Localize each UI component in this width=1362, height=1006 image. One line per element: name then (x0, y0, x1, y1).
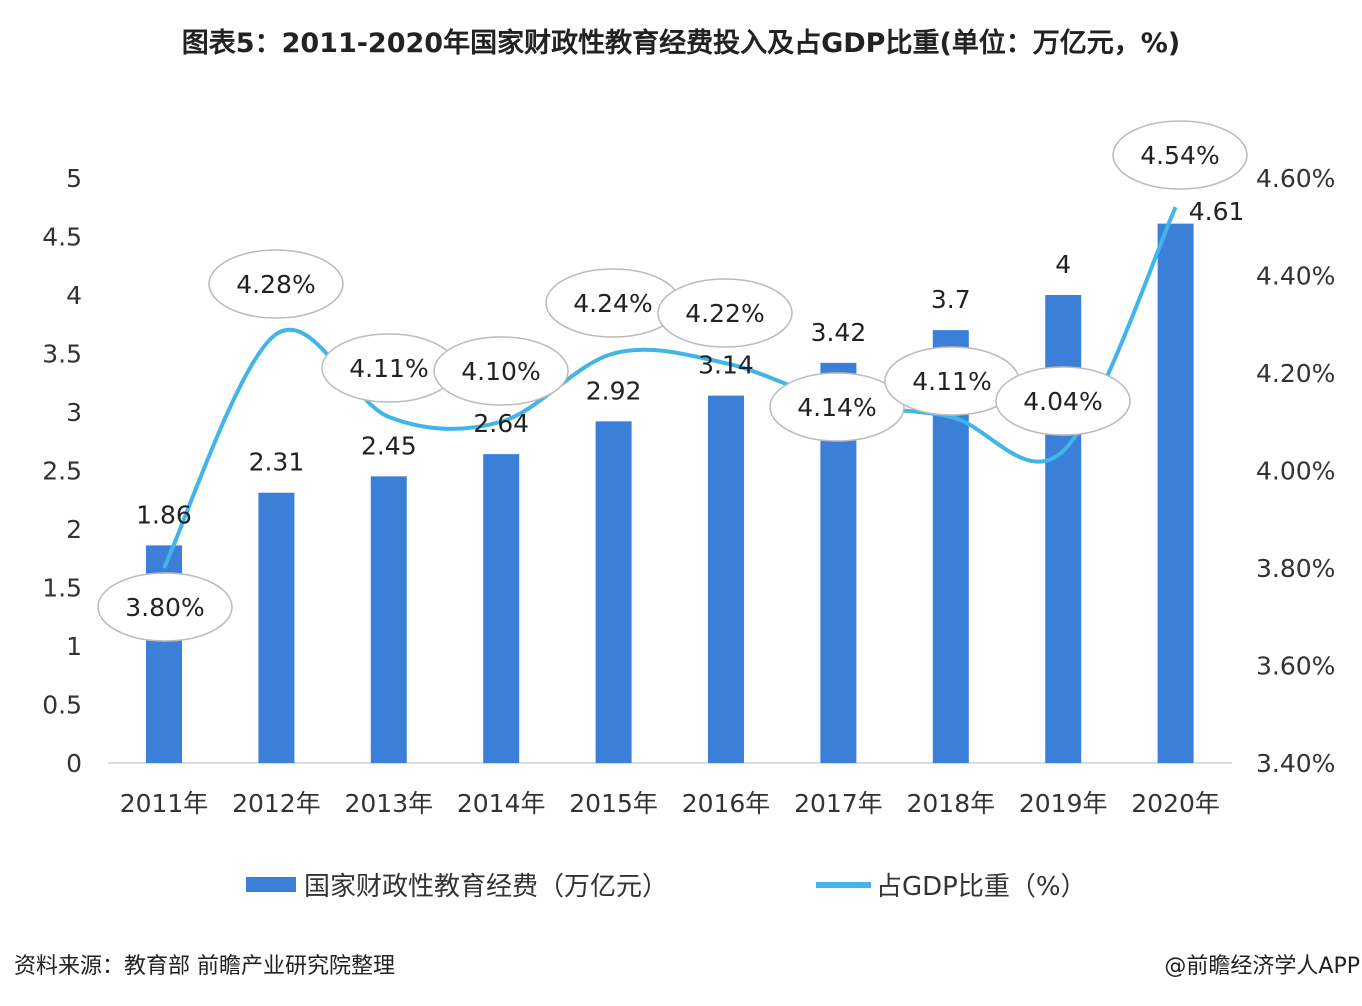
line-value-text: 4.24% (573, 289, 652, 318)
line-value-label: 4.28% (208, 249, 344, 319)
line-value-label: 4.11% (321, 333, 457, 403)
bar (258, 492, 295, 763)
line-value-text: 4.11% (349, 354, 428, 383)
bar-value-label: 1.86 (136, 500, 192, 529)
x-axis-tick: 2018年 (906, 789, 995, 818)
left-axis-tick: 4 (66, 281, 82, 310)
left-axis-tick: 0 (66, 749, 82, 778)
bar-value-label: 2.31 (249, 448, 305, 477)
bar (483, 454, 520, 763)
line-value-label: 3.80% (97, 572, 233, 642)
right-axis-tick: 4.20% (1256, 359, 1335, 388)
line-value-text: 4.22% (685, 299, 764, 328)
right-axis-tick: 4.40% (1256, 262, 1335, 291)
bar-value-label: 2.45 (361, 431, 417, 460)
label-bubble (657, 278, 793, 348)
bar-value-label: 4.61 (1189, 197, 1245, 226)
line-value-text: 4.14% (797, 393, 876, 422)
line-value-label: 4.04% (995, 366, 1131, 436)
line-value-text: 4.10% (461, 357, 540, 386)
bar (1045, 295, 1082, 763)
line-value-text: 4.54% (1140, 141, 1219, 170)
line-value-text: 4.11% (912, 367, 991, 396)
left-axis-tick: 3.5 (42, 340, 82, 369)
bar-value-label: 2.64 (473, 409, 529, 438)
left-axis-tick: 2 (66, 515, 82, 544)
x-axis-tick: 2012年 (232, 789, 321, 818)
bar-value-label: 4 (1055, 250, 1071, 279)
line-value-text: 3.80% (125, 593, 204, 622)
left-axis-tick: 2.5 (42, 457, 82, 486)
right-axis-tick: 4.00% (1256, 457, 1335, 486)
x-axis-tick: 2019年 (1019, 789, 1108, 818)
credit: @前瞻经济学人APP (1164, 954, 1360, 979)
bar-value-label: 3.42 (811, 318, 867, 347)
label-bubble (97, 572, 233, 642)
legend-label-bar: 国家财政性教育经费（万亿元） (304, 872, 668, 902)
bar-value-label: 3.14 (698, 351, 754, 380)
right-axis-tick: 3.40% (1256, 749, 1335, 778)
label-bubble (208, 249, 344, 319)
x-axis-tick: 2014年 (457, 789, 546, 818)
line-value-label: 4.54% (1112, 120, 1248, 190)
left-axis-tick: 3 (66, 398, 82, 427)
left-axis-tick: 0.5 (42, 691, 82, 720)
legend-swatch-bar (246, 877, 296, 892)
right-axis-tick: 4.60% (1256, 164, 1335, 193)
line-value-label: 4.24% (545, 268, 681, 338)
x-axis-tick: 2016年 (682, 789, 771, 818)
legend: 国家财政性教育经费（万亿元） 占GDP比重（%） (246, 872, 1087, 902)
bar (708, 395, 744, 763)
source-note: 资料来源：教育部 前瞻产业研究院整理 (14, 954, 395, 979)
label-bubble (769, 372, 905, 442)
gdp-share-line (162, 206, 1178, 569)
x-axis-tick: 2013年 (344, 789, 433, 818)
bar-value-label: 2.92 (586, 376, 642, 405)
line-value-label: 4.11% (884, 346, 1020, 416)
legend-label-line: 占GDP比重（%） (876, 872, 1087, 902)
x-axis-tick: 2015年 (569, 789, 658, 818)
left-axis-tick: 1 (66, 632, 82, 661)
right-axis-tick: 3.60% (1256, 652, 1335, 681)
bar (1157, 223, 1194, 763)
bar-value-label: 3.7 (931, 285, 971, 314)
line-value-label: 4.22% (657, 278, 793, 348)
left-axis-tick: 5 (66, 164, 82, 193)
x-axis-tick: 2020年 (1131, 789, 1220, 818)
label-bubble (995, 366, 1131, 436)
chart-title: 图表5：2011-2020年国家财政性教育经费投入及占GDP比重(单位：万亿元，… (182, 27, 1180, 59)
left-axis-tick: 1.5 (42, 574, 82, 603)
left-axis-tick: 4.5 (42, 223, 82, 252)
right-axis-tick: 3.80% (1256, 554, 1335, 583)
line-value-text: 4.04% (1023, 387, 1102, 416)
line-value-label: 4.14% (769, 372, 905, 442)
line-value-text: 4.28% (236, 270, 315, 299)
label-bubble (1112, 120, 1248, 190)
bar (370, 476, 407, 763)
x-axis-tick: 2017年 (794, 789, 883, 818)
bar (595, 421, 632, 763)
legend-swatch-line (816, 882, 871, 888)
label-bubble (433, 336, 569, 406)
line-value-label: 4.10% (433, 336, 569, 406)
x-axis-tick: 2011年 (120, 789, 209, 818)
